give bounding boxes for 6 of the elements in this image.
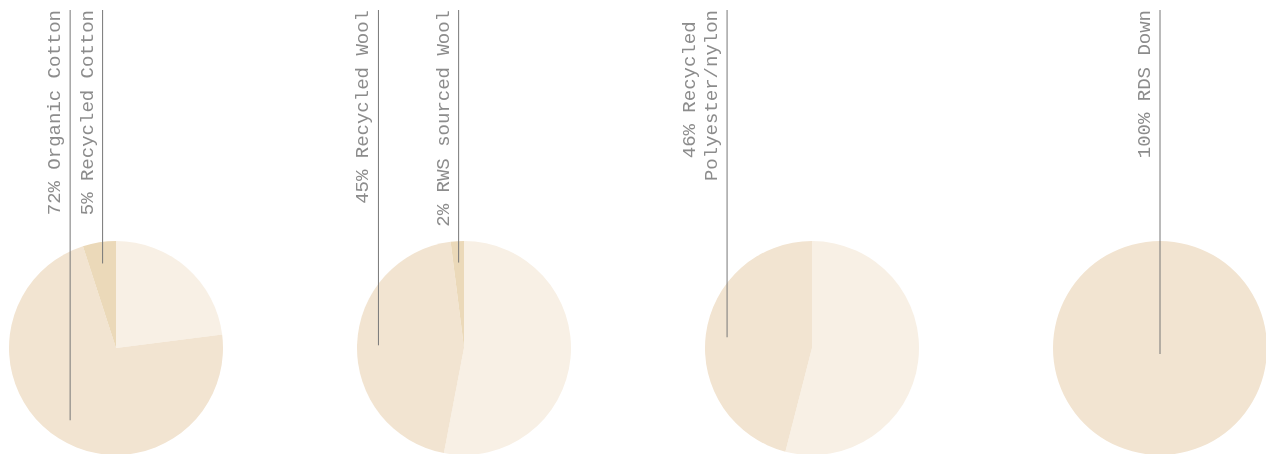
slice-label: 2% RWS sourced Wool [432,10,455,227]
slice-label: 45% Recycled Wool [352,10,375,204]
slice-label: 100% RDS Down [1134,10,1156,159]
slice-label: 5% Recycled Cotton [76,10,99,216]
slice-label: 46% Recycled Polyester/nylon [679,10,724,182]
slice-label: 72% Organic Cotton [44,10,67,216]
